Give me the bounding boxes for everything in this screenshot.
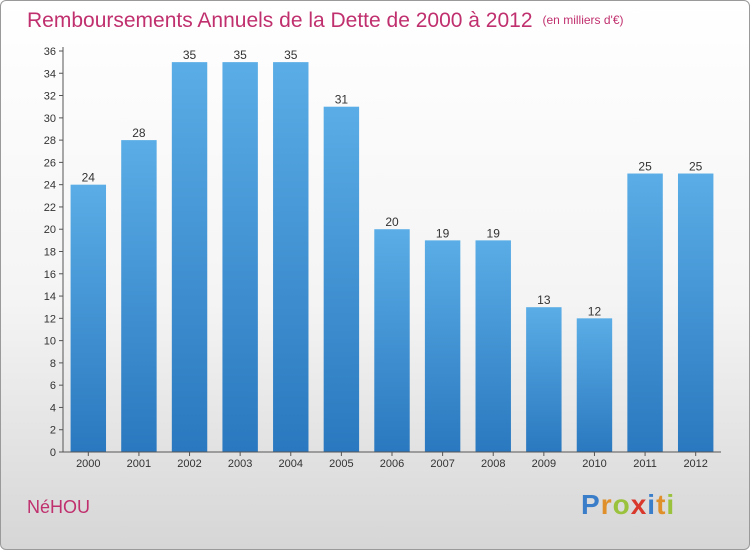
y-tick-label: 14 (44, 291, 56, 303)
x-tick-label: 2004 (279, 458, 303, 470)
y-tick-label: 16 (44, 269, 56, 281)
bar-value-label: 19 (436, 226, 450, 240)
bar (273, 62, 309, 453)
bar-value-label: 31 (335, 93, 349, 107)
y-tick-label: 4 (50, 402, 56, 414)
y-tick-label: 12 (44, 313, 56, 325)
bar (374, 229, 410, 452)
logo-letter: o (612, 489, 631, 520)
y-tick-label: 6 (50, 380, 56, 392)
y-tick-label: 22 (44, 202, 56, 214)
y-tick-label: 8 (50, 358, 56, 370)
x-tick-label: 2001 (127, 458, 151, 470)
bar (475, 240, 511, 452)
y-tick-label: 32 (44, 91, 56, 103)
bar (526, 307, 562, 452)
y-tick-label: 24 (44, 180, 56, 192)
x-tick-label: 2003 (228, 458, 252, 470)
bar (171, 62, 208, 453)
x-tick-label: 2011 (633, 458, 657, 470)
y-tick-label: 28 (44, 135, 56, 147)
y-tick-label: 20 (44, 224, 56, 236)
commune-name: NéHOU (27, 497, 91, 517)
bar-value-label: 35 (233, 48, 247, 62)
logo-letter: r (600, 489, 613, 520)
y-tick-label: 34 (44, 68, 56, 80)
bar (677, 173, 714, 452)
bars-group: 24 28 35 35 35 31 20 19 19 13 12 25 25 (70, 48, 714, 453)
logo-letter: i (666, 489, 676, 520)
bar (323, 106, 360, 452)
x-tick-label: 2002 (177, 458, 201, 470)
title-text: Remboursements Annuels de la Dette de 20… (27, 9, 533, 32)
bar-value-label: 12 (588, 304, 602, 318)
bar-value-label: 25 (689, 160, 703, 174)
chart-subtitle: (en milliers d'€) (542, 13, 624, 27)
chart-title: Remboursements Annuels de la Dette de 20… (27, 9, 624, 33)
bar-value-label: 35 (183, 48, 197, 62)
bar-value-label: 28 (132, 126, 146, 140)
y-tick-label: 18 (44, 247, 56, 259)
bar (576, 318, 613, 452)
x-tick-label: 2009 (532, 458, 556, 470)
y-tick-label: 10 (44, 336, 56, 348)
bar (121, 140, 157, 452)
bar (424, 240, 461, 452)
proxiti-logo: Proxiti (581, 489, 675, 521)
y-tick-label: 36 (44, 46, 56, 58)
logo-letter: i (647, 489, 657, 520)
logo-letter: t (656, 489, 667, 520)
x-tick-label: 2006 (380, 458, 404, 470)
bar-value-label: 25 (638, 160, 652, 174)
x-tick-label: 2000 (76, 458, 100, 470)
bar (627, 173, 663, 452)
x-tick-label: 2010 (582, 458, 606, 470)
bar-value-label: 20 (385, 215, 399, 229)
y-tick-label: 30 (44, 113, 56, 125)
bar-value-label: 19 (487, 226, 501, 240)
x-tick-label: 2005 (329, 458, 353, 470)
y-tick-label: 26 (44, 157, 56, 169)
bar-value-label: 24 (82, 171, 96, 185)
logo-letter: P (581, 489, 601, 520)
y-tick-label: 2 (50, 425, 56, 437)
x-tick-label: 2007 (430, 458, 454, 470)
bar (222, 62, 258, 453)
bar (70, 184, 107, 452)
x-tick-label: 2012 (683, 458, 707, 470)
logo-letter: x (630, 489, 648, 520)
bar-value-label: 13 (537, 293, 551, 307)
y-tick-label: 0 (50, 447, 56, 459)
x-tick-label: 2008 (481, 458, 505, 470)
bar-value-label: 35 (284, 48, 298, 62)
